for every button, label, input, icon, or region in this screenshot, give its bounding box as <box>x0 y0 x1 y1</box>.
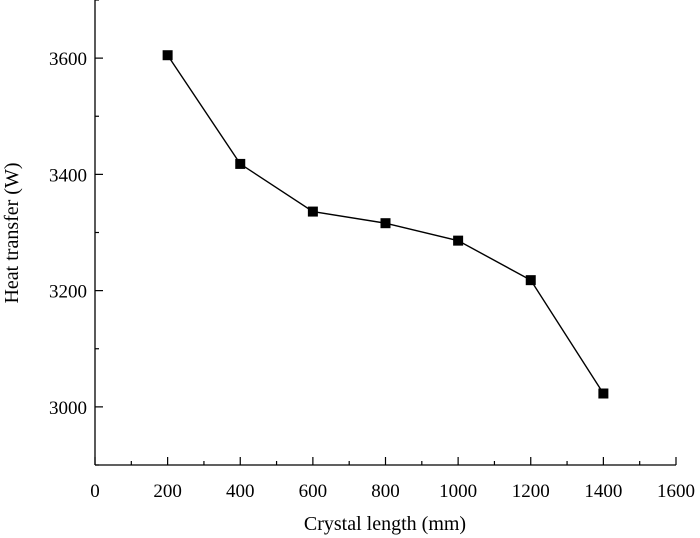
y-tick-label: 3200 <box>49 282 87 303</box>
x-axis-ticks: 0 200 400 600 800 1000 1200 1400 1600 <box>90 457 695 502</box>
x-tick-label: 1400 <box>584 481 622 502</box>
y-tick-label: 3000 <box>49 398 87 419</box>
x-tick-label: 1600 <box>657 481 695 502</box>
data-point-marker <box>598 388 609 399</box>
y-tick-label: 3600 <box>49 49 87 70</box>
data-point-marker <box>453 235 464 246</box>
axes <box>94 0 676 466</box>
data-point-marker <box>307 206 318 217</box>
y-tick-label: 3400 <box>49 165 87 186</box>
x-tick-label: 400 <box>226 481 255 502</box>
x-tick-label: 600 <box>299 481 328 502</box>
x-axis-title: Crystal length (mm) <box>304 513 466 535</box>
x-tick-label: 1200 <box>512 481 550 502</box>
x-tick-label: 0 <box>90 481 100 502</box>
data-series <box>162 50 609 399</box>
data-point-marker <box>235 158 246 169</box>
x-tick-label: 1000 <box>439 481 477 502</box>
y-axis-title: Heat transfer (W) <box>1 162 23 303</box>
data-point-marker <box>380 218 391 229</box>
x-tick-label: 200 <box>153 481 182 502</box>
data-point-marker <box>162 50 173 61</box>
x-tick-label: 800 <box>371 481 400 502</box>
y-axis-ticks: 3000 3200 3400 3600 <box>49 0 103 466</box>
data-point-marker <box>525 275 536 286</box>
